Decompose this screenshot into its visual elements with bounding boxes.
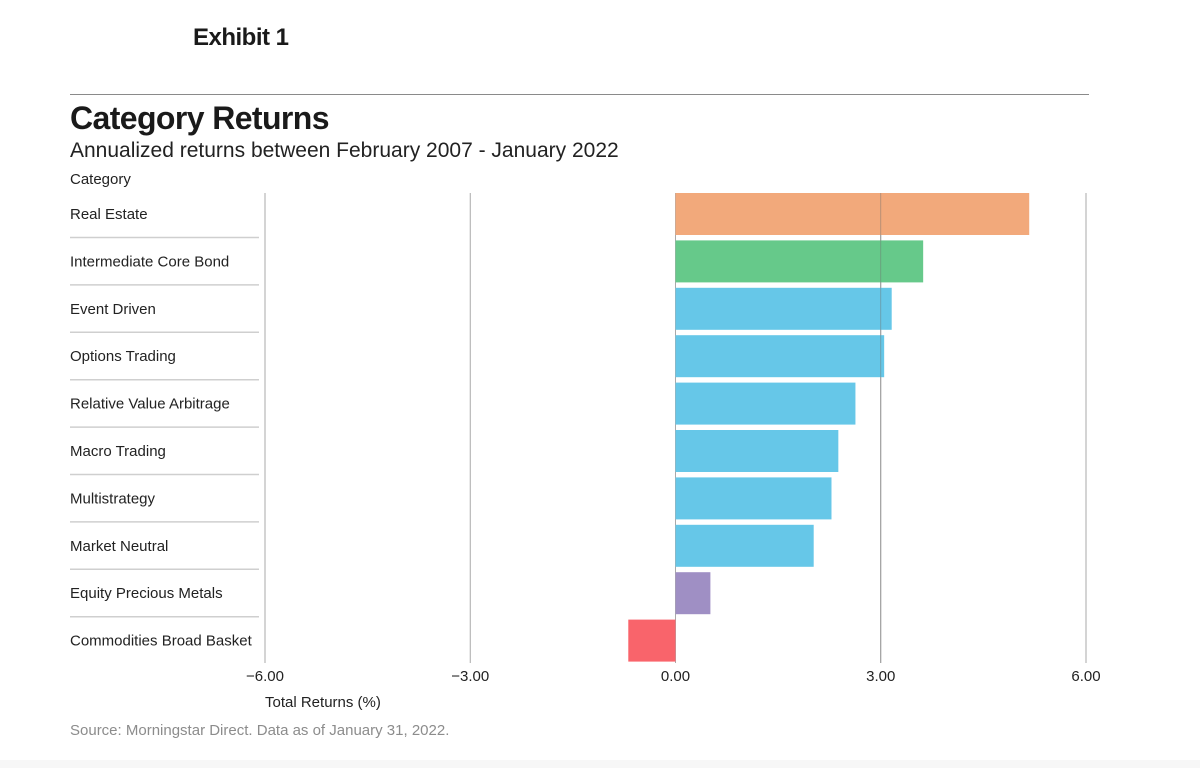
bar bbox=[628, 619, 676, 662]
bar bbox=[675, 477, 832, 520]
category-label: Equity Precious Metals bbox=[70, 585, 223, 602]
x-tick-label: −6.00 bbox=[246, 668, 284, 685]
bars bbox=[628, 193, 1030, 662]
bar bbox=[675, 524, 814, 567]
category-label: Macro Trading bbox=[70, 443, 166, 460]
category-label: Relative Value Arbitrage bbox=[70, 396, 230, 413]
header-divider bbox=[70, 94, 1089, 95]
chart-subtitle: Annualized returns between February 2007… bbox=[70, 139, 619, 162]
source-note: Source: Morningstar Direct. Data as of J… bbox=[70, 722, 450, 739]
category-label: Intermediate Core Bond bbox=[70, 253, 229, 270]
x-tick-label: 6.00 bbox=[1071, 668, 1100, 685]
x-axis-label: Total Returns (%) bbox=[265, 694, 381, 711]
category-label: Commodities Broad Basket bbox=[70, 633, 253, 650]
bar bbox=[675, 382, 856, 425]
exhibit-label: Exhibit 1 bbox=[193, 24, 289, 51]
category-label: Options Trading bbox=[70, 348, 176, 365]
category-labels: Real Estate Intermediate Core Bond Event D… bbox=[70, 206, 253, 650]
bar bbox=[675, 287, 892, 330]
bottom-band bbox=[0, 760, 1200, 768]
category-label: Real Estate bbox=[70, 206, 148, 223]
category-axis-label: Category bbox=[70, 171, 131, 188]
chart-title: Category Returns bbox=[70, 100, 330, 136]
bar bbox=[675, 193, 1030, 235]
x-tick-label: 3.00 bbox=[866, 668, 895, 685]
x-tick-label: 0.00 bbox=[661, 668, 690, 685]
category-label: Event Driven bbox=[70, 301, 156, 318]
x-tick-label: −3.00 bbox=[451, 668, 489, 685]
bar bbox=[675, 240, 924, 283]
bar bbox=[675, 430, 839, 472]
tick-labels: −6.00 −3.00 0.00 3.00 6.00 bbox=[246, 668, 1101, 685]
category-label: Multistrategy bbox=[70, 490, 156, 507]
category-label: Market Neutral bbox=[70, 538, 168, 555]
bar bbox=[675, 335, 885, 378]
row-separators bbox=[70, 236, 259, 618]
bar bbox=[675, 572, 711, 615]
